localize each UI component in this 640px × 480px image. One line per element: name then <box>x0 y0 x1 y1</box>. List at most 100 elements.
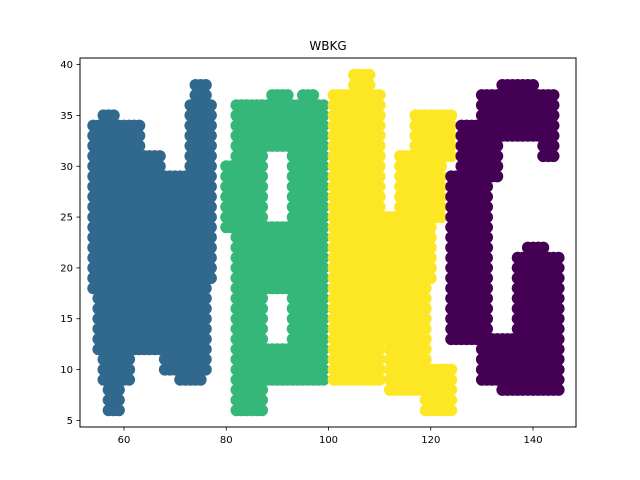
data-point <box>424 261 437 274</box>
data-point <box>424 241 437 254</box>
data-point <box>256 150 269 163</box>
data-point <box>552 292 565 305</box>
data-point <box>481 302 494 315</box>
data-point <box>204 150 217 163</box>
y-tick-label: 5 <box>67 416 73 427</box>
data-point <box>204 99 217 112</box>
data-point <box>552 353 565 366</box>
data-point <box>373 190 386 203</box>
data-point <box>317 261 330 274</box>
data-point <box>204 251 217 264</box>
x-tick-label: 80 <box>220 435 233 446</box>
data-point <box>317 180 330 193</box>
data-point <box>435 200 448 213</box>
data-point <box>445 383 458 396</box>
data-point <box>317 160 330 173</box>
data-point <box>256 211 269 224</box>
data-point <box>527 78 540 91</box>
data-point <box>199 312 212 325</box>
data-point <box>419 282 432 295</box>
data-point <box>363 78 376 91</box>
data-point <box>317 231 330 244</box>
data-point <box>199 302 212 315</box>
data-point <box>481 200 494 213</box>
points-layer <box>87 68 565 417</box>
data-point <box>419 302 432 315</box>
data-point <box>107 109 120 122</box>
data-point <box>481 221 494 234</box>
data-point <box>317 302 330 315</box>
y-tick-label: 20 <box>60 263 73 274</box>
data-point <box>552 312 565 325</box>
data-point <box>552 363 565 376</box>
data-point <box>204 190 217 203</box>
data-point <box>481 292 494 305</box>
x-tick-label: 140 <box>524 435 543 446</box>
data-point <box>547 129 560 142</box>
data-point <box>317 170 330 183</box>
data-point <box>552 343 565 356</box>
data-point <box>204 170 217 183</box>
data-point <box>552 272 565 285</box>
data-point <box>194 373 207 386</box>
data-point <box>204 119 217 132</box>
x-tick-label: 100 <box>319 435 338 446</box>
data-point <box>317 373 330 386</box>
data-point <box>307 89 320 102</box>
data-point <box>373 160 386 173</box>
data-point <box>445 394 458 407</box>
data-point <box>123 363 136 376</box>
data-point <box>317 272 330 285</box>
data-point <box>133 119 146 132</box>
x-tick-label: 60 <box>118 435 131 446</box>
data-point <box>491 150 504 163</box>
data-point <box>317 251 330 264</box>
data-point <box>112 383 125 396</box>
data-point <box>204 221 217 234</box>
data-point <box>225 180 238 193</box>
data-point <box>123 353 136 366</box>
data-point <box>204 129 217 142</box>
data-point <box>445 363 458 376</box>
data-point <box>424 221 437 234</box>
data-point <box>435 190 448 203</box>
data-point <box>317 343 330 356</box>
y-tick-label: 15 <box>60 314 73 325</box>
data-point <box>112 404 125 417</box>
data-point <box>317 333 330 346</box>
data-point <box>317 292 330 305</box>
data-point <box>199 343 212 356</box>
data-point <box>204 231 217 244</box>
data-point <box>317 119 330 132</box>
x-axis: 60 80 100 120 140 <box>118 427 543 446</box>
data-point <box>225 211 238 224</box>
data-point <box>225 170 238 183</box>
data-point <box>256 302 269 315</box>
data-point <box>552 251 565 264</box>
data-point <box>481 251 494 264</box>
data-point <box>552 383 565 396</box>
data-point <box>373 363 386 376</box>
data-point <box>204 200 217 213</box>
data-point <box>199 78 212 91</box>
data-point <box>481 180 494 193</box>
data-point <box>363 68 376 81</box>
data-point <box>445 109 458 122</box>
data-point <box>552 373 565 386</box>
data-point <box>317 322 330 335</box>
data-point <box>373 139 386 152</box>
data-point <box>204 261 217 274</box>
data-point <box>435 170 448 183</box>
data-point <box>481 231 494 244</box>
data-point <box>445 119 458 132</box>
y-tick-label: 10 <box>60 365 73 376</box>
data-point <box>424 251 437 264</box>
data-point <box>435 211 448 224</box>
data-point <box>547 109 560 122</box>
data-point <box>225 190 238 203</box>
data-point <box>317 282 330 295</box>
data-point <box>419 292 432 305</box>
data-point <box>373 129 386 142</box>
data-point <box>256 180 269 193</box>
series-k <box>327 68 458 417</box>
